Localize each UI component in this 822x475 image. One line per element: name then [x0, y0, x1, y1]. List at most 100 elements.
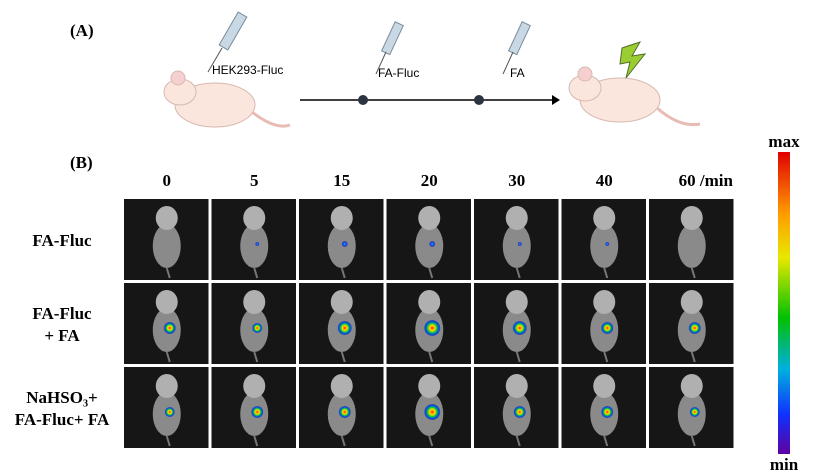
time-label: 20 — [421, 171, 438, 190]
syringe — [207, 11, 531, 75]
mouse-tail — [165, 351, 171, 363]
signal — [605, 242, 610, 246]
mouse-image — [124, 199, 209, 280]
mouse-head — [680, 290, 703, 314]
signal — [251, 406, 264, 418]
mouse-head — [418, 206, 441, 230]
signal — [424, 320, 441, 336]
mouse-tail — [253, 435, 259, 447]
mouse-tail — [603, 267, 609, 279]
mouse-image — [299, 283, 384, 364]
mouse-tail — [340, 351, 346, 363]
mouse-image — [474, 199, 559, 280]
mouse-head — [155, 290, 178, 314]
mouse-tail — [253, 267, 259, 279]
time-label: 60 /min — [679, 171, 734, 190]
signal — [512, 321, 527, 335]
mouse-tail — [340, 435, 346, 447]
mouse-image — [299, 199, 384, 280]
row-label: FA-Fluc — [32, 231, 92, 250]
mouse-head — [243, 290, 266, 314]
time-label: 15 — [333, 171, 350, 190]
mouse-tail — [428, 435, 434, 447]
signal — [424, 404, 441, 420]
mouse-tail — [165, 435, 171, 447]
row-label: + FA — [44, 326, 80, 345]
mouse-body — [502, 224, 531, 268]
mouse-image — [561, 199, 646, 280]
mouse-image — [211, 283, 296, 364]
signal — [252, 323, 263, 333]
row-label: FA-Fluc — [32, 304, 92, 323]
mouse-head — [593, 206, 616, 230]
mouse-tail — [428, 351, 434, 363]
signal — [688, 322, 701, 334]
mouse-head — [330, 374, 353, 398]
mouse-body — [327, 224, 356, 268]
mouse-image — [124, 367, 209, 448]
signal — [337, 321, 352, 335]
mouse-right — [568, 41, 701, 127]
signal — [517, 242, 522, 246]
panel-label: (A) — [70, 21, 94, 40]
mouse-head — [418, 374, 441, 398]
timeline — [300, 95, 560, 105]
mouse-image — [386, 283, 471, 364]
colorbar-max: max — [768, 132, 800, 151]
mouse-image — [299, 367, 384, 448]
mouse-body — [677, 224, 706, 268]
mouse-tail — [340, 267, 346, 279]
mouse-image — [211, 367, 296, 448]
mouse-head — [505, 206, 528, 230]
mouse-image — [561, 367, 646, 448]
signal — [601, 406, 614, 418]
step-label: HEK293-Fluc — [212, 63, 283, 77]
mouse-image — [561, 283, 646, 364]
mouse-head — [593, 374, 616, 398]
mouse-head — [680, 374, 703, 398]
mouse-head — [330, 290, 353, 314]
mouse-image — [649, 283, 734, 364]
mouse-tail — [428, 267, 434, 279]
mouse-tail — [515, 435, 521, 447]
mouse-tail — [603, 351, 609, 363]
step-label: FA — [510, 66, 525, 80]
mouse-tail — [165, 267, 171, 279]
mouse-tail — [515, 351, 521, 363]
signal — [601, 322, 614, 334]
signal — [255, 242, 260, 246]
time-label: 5 — [250, 171, 259, 190]
mouse-image — [649, 367, 734, 448]
mouse-head — [243, 206, 266, 230]
mouse-image — [474, 367, 559, 448]
step-label: FA-Fluc — [378, 66, 419, 80]
colorbar-min: min — [770, 455, 799, 474]
mouse-body — [240, 224, 269, 268]
mouse-head — [680, 206, 703, 230]
mouse-head — [330, 206, 353, 230]
mouse-tail — [690, 267, 696, 279]
row-label: FA-Fluc+ FA — [15, 410, 110, 429]
mouse-image — [211, 199, 296, 280]
signal — [338, 406, 351, 418]
mouse-tail — [690, 351, 696, 363]
signal — [163, 322, 176, 334]
image-grid — [124, 199, 734, 448]
signal — [341, 241, 348, 247]
mouse-head — [593, 290, 616, 314]
signal — [689, 407, 700, 417]
mouse-body — [590, 224, 619, 268]
mouse-head — [243, 374, 266, 398]
mouse-body — [152, 224, 181, 268]
mouse-left — [163, 70, 291, 128]
mouse-tail — [690, 435, 696, 447]
mouse-body — [415, 224, 444, 268]
mouse-image — [386, 367, 471, 448]
mouse-tail — [253, 351, 259, 363]
mouse-image — [124, 283, 209, 364]
mouse-head — [155, 374, 178, 398]
colorbar — [778, 152, 790, 454]
signal — [429, 241, 436, 247]
mouse-head — [155, 206, 178, 230]
